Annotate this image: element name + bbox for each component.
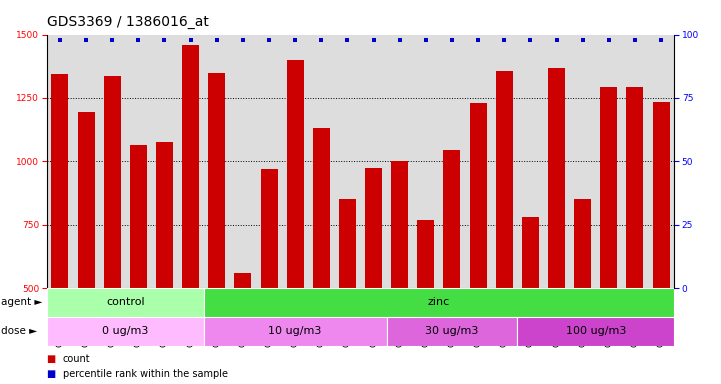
Bar bbox=[104, 76, 120, 288]
Bar bbox=[208, 73, 225, 288]
Text: zinc: zinc bbox=[428, 297, 450, 308]
Bar bbox=[522, 217, 539, 288]
Bar bbox=[392, 161, 408, 288]
Text: 0 ug/m3: 0 ug/m3 bbox=[102, 326, 149, 336]
Point bbox=[498, 36, 510, 43]
Bar bbox=[204, 288, 674, 317]
Bar bbox=[78, 112, 94, 288]
Bar bbox=[386, 317, 517, 346]
Bar bbox=[548, 68, 565, 288]
Point bbox=[133, 36, 144, 43]
Point bbox=[80, 36, 92, 43]
Point bbox=[446, 36, 458, 43]
Point bbox=[107, 36, 118, 43]
Bar bbox=[601, 86, 617, 288]
Bar bbox=[182, 45, 199, 288]
Text: ■: ■ bbox=[47, 354, 59, 364]
Bar bbox=[204, 317, 386, 346]
Bar bbox=[653, 102, 670, 288]
Text: control: control bbox=[106, 297, 145, 308]
Point bbox=[211, 36, 223, 43]
Bar bbox=[574, 199, 591, 288]
Bar bbox=[517, 317, 674, 346]
Text: GDS3369 / 1386016_at: GDS3369 / 1386016_at bbox=[47, 15, 209, 29]
Bar bbox=[469, 103, 487, 288]
Bar bbox=[496, 71, 513, 288]
Text: dose ►: dose ► bbox=[1, 326, 37, 336]
Bar bbox=[130, 145, 147, 288]
Text: agent ►: agent ► bbox=[1, 297, 43, 308]
Bar bbox=[365, 168, 382, 288]
Bar bbox=[417, 220, 434, 288]
Point bbox=[655, 36, 667, 43]
Point bbox=[237, 36, 249, 43]
Point bbox=[525, 36, 536, 43]
Bar bbox=[443, 150, 461, 288]
Point bbox=[577, 36, 588, 43]
Bar bbox=[313, 128, 329, 288]
Point bbox=[368, 36, 379, 43]
Bar bbox=[234, 273, 252, 288]
Point bbox=[394, 36, 405, 43]
Bar bbox=[47, 288, 204, 317]
Bar bbox=[287, 60, 304, 288]
Text: percentile rank within the sample: percentile rank within the sample bbox=[63, 369, 228, 379]
Point bbox=[316, 36, 327, 43]
Bar bbox=[47, 317, 204, 346]
Point bbox=[472, 36, 484, 43]
Bar bbox=[627, 86, 643, 288]
Text: ■: ■ bbox=[47, 369, 59, 379]
Point bbox=[54, 36, 66, 43]
Bar bbox=[156, 142, 173, 288]
Point bbox=[185, 36, 196, 43]
Point bbox=[629, 36, 641, 43]
Point bbox=[420, 36, 432, 43]
Point bbox=[159, 36, 170, 43]
Text: 10 ug/m3: 10 ug/m3 bbox=[268, 326, 322, 336]
Bar bbox=[339, 199, 356, 288]
Text: count: count bbox=[63, 354, 90, 364]
Text: 100 ug/m3: 100 ug/m3 bbox=[565, 326, 626, 336]
Point bbox=[342, 36, 353, 43]
Bar bbox=[260, 169, 278, 288]
Point bbox=[289, 36, 301, 43]
Point bbox=[263, 36, 275, 43]
Point bbox=[603, 36, 614, 43]
Bar bbox=[51, 74, 68, 288]
Text: 30 ug/m3: 30 ug/m3 bbox=[425, 326, 479, 336]
Point bbox=[551, 36, 562, 43]
